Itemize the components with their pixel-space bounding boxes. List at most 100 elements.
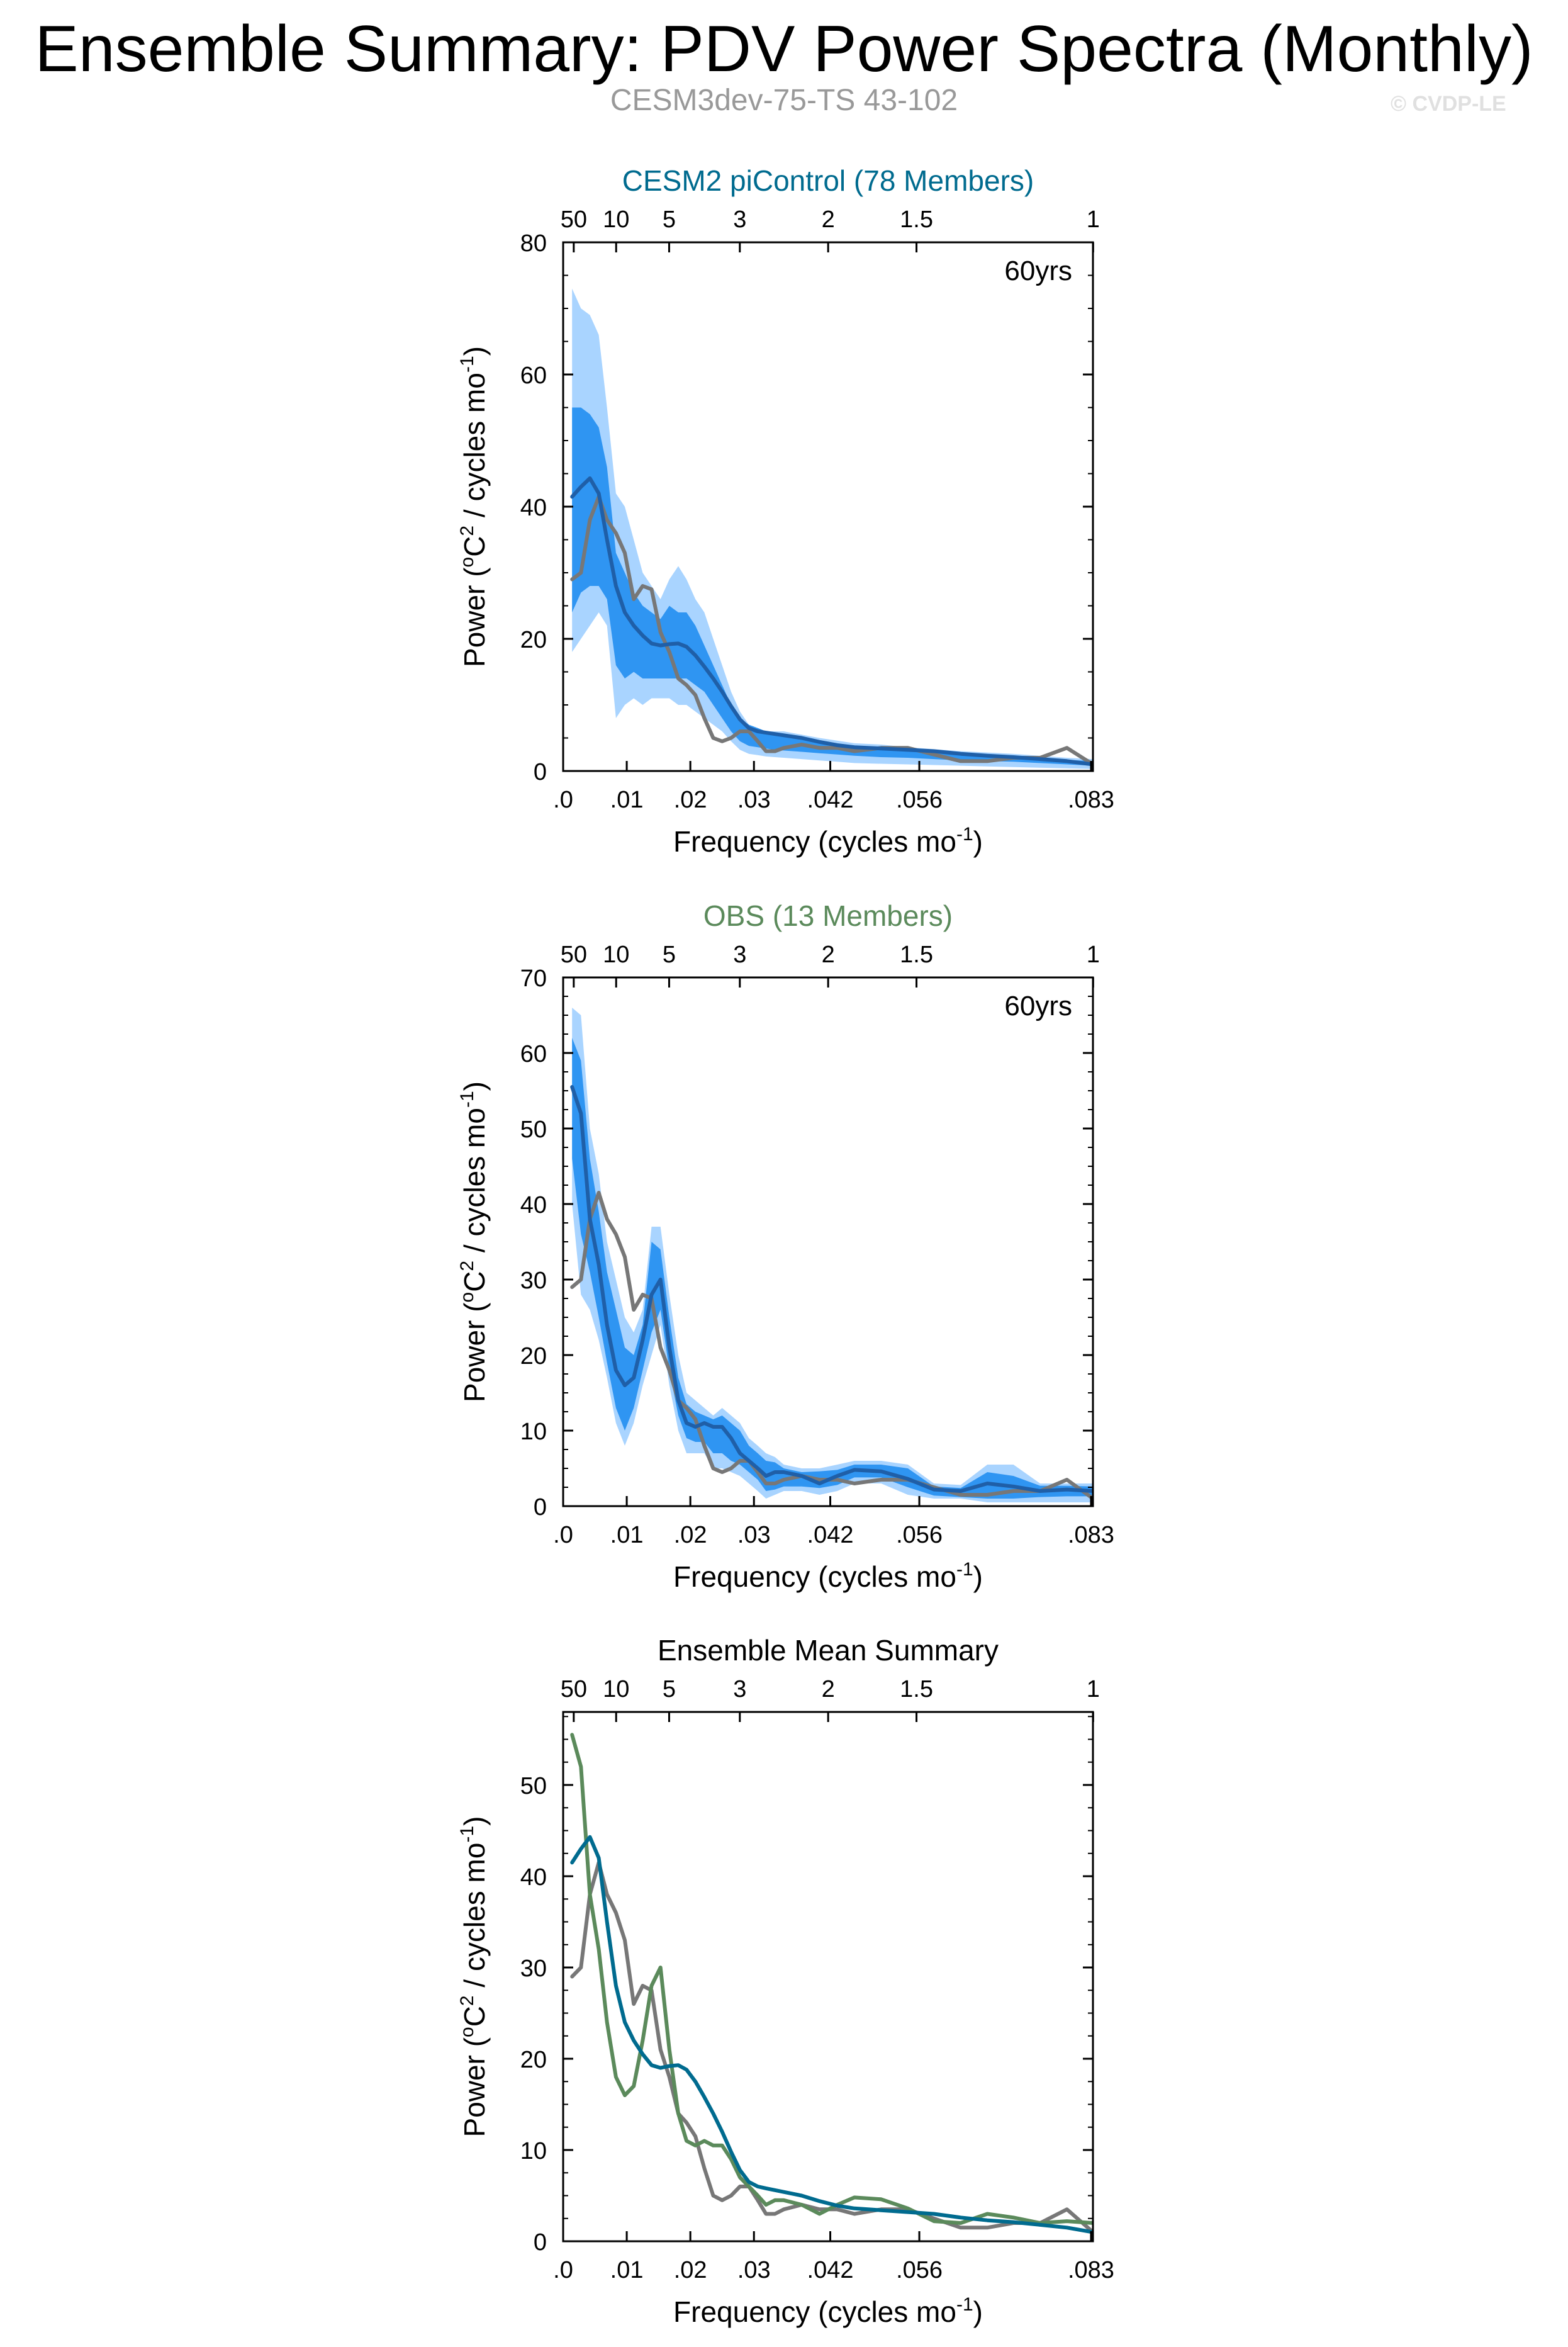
y-tick-label: 40	[520, 495, 547, 521]
y-axis-label-part: 2	[457, 526, 478, 536]
period-tick-label: 50	[561, 206, 587, 233]
period-tick-label: 1	[1087, 206, 1100, 233]
x-tick-label: .02	[674, 787, 707, 813]
y-tick-label: 60	[520, 363, 547, 389]
panel-title: OBS (13 Members)	[703, 899, 953, 932]
y-axis-label-part: )	[458, 346, 491, 356]
y-axis-label-part: Power (	[458, 1302, 491, 1402]
y-tick-label: 0	[534, 2229, 547, 2256]
y-tick-label: 20	[520, 627, 547, 653]
y-axis-label-part: C	[458, 2006, 491, 2027]
y-axis-label-part: / cycles mo	[458, 1843, 491, 1996]
y-axis-label-part: 2	[457, 1995, 478, 2006]
y-axis-label-part: o	[457, 2027, 478, 2037]
y-axis-label-part: -1	[457, 356, 478, 373]
y-tick-label: 0	[534, 759, 547, 785]
x-tick-label: .03	[737, 1522, 771, 1548]
period-tick-label: 3	[733, 1676, 746, 1703]
x-axis-label-text: Frequency (cycles mo	[673, 2295, 956, 2328]
y-axis-label-part: -1	[457, 1091, 478, 1108]
plot-frame	[562, 1711, 1094, 2243]
x-tick-label: .083	[1068, 787, 1114, 813]
x-axis-label-close: )	[973, 2295, 983, 2328]
panel-annotation: 60yrs	[1004, 991, 1072, 1022]
period-tick-label: 5	[663, 942, 676, 968]
x-tick-label: .0	[553, 2257, 573, 2283]
period-tick-label: 10	[603, 942, 629, 968]
chart-panel-3: 0 10 20 30 40 50 .0 .01 .02 .03 .042 .056 .083 50 10 5 3…	[457, 1634, 1114, 2328]
x-axis-label-sup: -1	[956, 824, 973, 845]
x-tick-label: .083	[1068, 1522, 1114, 1548]
period-tick-label: 1	[1087, 1676, 1100, 1703]
y-tick-label: 80	[520, 230, 547, 257]
x-axis-label: Frequency (cycles mo-1)	[673, 824, 983, 858]
x-axis-label-sup: -1	[956, 1559, 973, 1580]
y-tick-label: 30	[520, 1956, 547, 1982]
period-tick-label: 2	[822, 206, 835, 233]
y-axis-label-part: / cycles mo	[458, 1108, 491, 1261]
period-tick-label: 1.5	[900, 1676, 933, 1703]
y-tick-label: 50	[520, 1117, 547, 1143]
series-line-ensemble-mean	[570, 476, 1093, 767]
period-tick-label: 5	[663, 206, 676, 233]
y-tick-label: 20	[520, 2047, 547, 2073]
outer-spread-band	[572, 288, 1093, 769]
x-tick-label: .0	[553, 1522, 573, 1548]
period-tick-label: 10	[603, 206, 629, 233]
panel-title: CESM2 piControl (78 Members)	[622, 164, 1034, 197]
x-axis-label-text: Frequency (cycles mo	[673, 825, 956, 858]
y-axis-label: Power (oC2 / cycles mo-1)	[457, 1816, 491, 2137]
period-tick-label: 50	[561, 942, 587, 968]
watermark: © CVDP-LE	[1391, 92, 1506, 116]
period-tick-label: 50	[561, 1676, 587, 1703]
x-tick-label: .056	[896, 1522, 943, 1548]
y-tick-label: 40	[520, 1864, 547, 1891]
x-axis-label: Frequency (cycles mo-1)	[673, 1559, 983, 1593]
y-axis-label-part: o	[457, 1292, 478, 1303]
series-line-gray	[570, 1860, 1093, 2234]
inner-spread-band	[572, 407, 1093, 766]
y-axis-label-part: o	[457, 557, 478, 568]
y-tick-label: 0	[534, 1494, 547, 1521]
y-axis-label: Power (oC2 / cycles mo-1)	[457, 346, 491, 667]
y-axis-label-part: Power (	[458, 2037, 491, 2137]
panel-annotation: 60yrs	[1004, 256, 1072, 286]
y-axis-label-part: 2	[457, 1261, 478, 1271]
x-tick-label: .056	[896, 787, 943, 813]
y-tick-label: 10	[520, 2138, 547, 2164]
plot-area	[570, 1733, 1093, 2234]
x-tick-label: .0	[553, 787, 573, 813]
y-tick-label: 50	[520, 1773, 547, 1799]
chart-panel-2: 0 10 20 30 40 50 60 70 .0 .01 .02 .03 .042 .056 .083 50…	[457, 899, 1114, 1593]
period-tick-label: 3	[733, 942, 746, 968]
series-line-gray	[570, 495, 1093, 767]
figure-title: Ensemble Summary: PDV Power Spectra (Mon…	[35, 13, 1533, 86]
period-tick-label: 1.5	[900, 942, 933, 968]
y-axis-label-part: )	[458, 1081, 491, 1091]
series-line-ensemble-mean	[570, 1085, 1093, 1493]
x-axis-label-sup: -1	[956, 2294, 973, 2315]
panel-title: Ensemble Mean Summary	[658, 1634, 999, 1667]
x-tick-label: .042	[807, 2257, 854, 2283]
y-axis-label-part: C	[458, 536, 491, 557]
y-axis-label-part: -1	[457, 1826, 478, 1843]
period-tick-label: 5	[663, 1676, 676, 1703]
period-tick-label: 2	[822, 1676, 835, 1703]
y-tick-label: 20	[520, 1343, 547, 1370]
y-axis-label: Power (oC2 / cycles mo-1)	[457, 1081, 491, 1402]
x-axis-label-text: Frequency (cycles mo	[673, 1560, 956, 1593]
period-tick-label: 1	[1087, 942, 1100, 968]
series-line-obs-mean	[570, 1733, 1093, 2225]
figure-subtitle: CESM3dev-75-TS 43-102	[610, 84, 958, 117]
y-tick-label: 40	[520, 1192, 547, 1219]
y-tick-label: 70	[520, 965, 547, 992]
series-line-model-mean	[570, 1835, 1093, 2234]
x-tick-label: .042	[807, 1522, 854, 1548]
x-axis-label-close: )	[973, 825, 983, 858]
x-tick-label: .042	[807, 787, 854, 813]
x-axis-label-close: )	[973, 1560, 983, 1593]
period-tick-label: 10	[603, 1676, 629, 1703]
y-axis-label-part: C	[458, 1271, 491, 1292]
y-axis-label-part: / cycles mo	[458, 373, 491, 526]
plot-frame	[562, 976, 1094, 1507]
